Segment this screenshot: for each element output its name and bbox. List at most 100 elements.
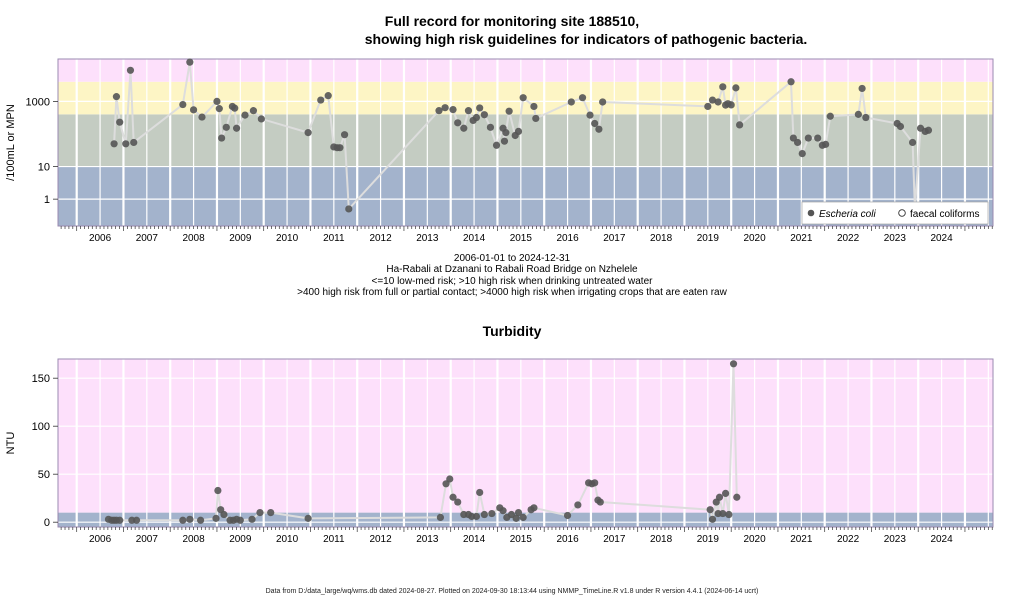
- ecoli-data-point: [218, 134, 226, 142]
- ecoli-ylabel: /100mL or MPN: [5, 104, 17, 181]
- turbidity-data-point: [132, 516, 141, 524]
- turbidity-xtick-label-2020: 2020: [743, 534, 766, 545]
- ecoli-data-point: [189, 106, 198, 114]
- turbidity-xtick-label-2013: 2013: [416, 534, 439, 545]
- turbidity-xtick-label-2009: 2009: [229, 534, 252, 545]
- turbidity-xtick-label-2007: 2007: [136, 534, 159, 545]
- ecoli-data-point: [732, 84, 740, 92]
- legend-faecal-marker: [898, 209, 906, 217]
- turbidity-xtick-label-2021: 2021: [790, 534, 813, 545]
- ecoli-data-point: [486, 123, 495, 131]
- ecoli-data-point: [122, 140, 130, 148]
- ecoli-data-point: [435, 107, 443, 115]
- ecoli-xtick-label-2022: 2022: [837, 233, 860, 244]
- turbidity-xtick-label-2008: 2008: [182, 534, 205, 545]
- turbidity-xtick-label-2010: 2010: [276, 534, 299, 545]
- turbidity-data-point: [512, 514, 520, 522]
- ecoli-xtick-label-2021: 2021: [790, 233, 813, 244]
- turbidity-data-point: [304, 514, 312, 522]
- ecoli-data-point: [708, 96, 717, 104]
- turbidity-data-point: [715, 493, 724, 501]
- ecoli-data-point: [179, 100, 187, 109]
- ecoli-data-point: [249, 107, 258, 115]
- ecoli-data-point: [502, 129, 510, 137]
- turbidity-data-point: [721, 489, 730, 497]
- ecoli-data-point: [822, 140, 830, 148]
- ecoli-data-point: [578, 94, 587, 102]
- ecoli-data-point: [586, 111, 594, 119]
- ecoli-ytick-label-10: 10: [38, 162, 50, 174]
- ecoli-data-point: [595, 125, 603, 133]
- turbidity-data-point: [574, 501, 582, 509]
- ecoli-data-point: [464, 107, 473, 115]
- ecoli-xtick-label-2007: 2007: [136, 233, 159, 244]
- ecoli-data-point: [110, 140, 118, 148]
- ecoli-data-point: [232, 124, 241, 132]
- ecoli-grid: [75, 59, 989, 226]
- turbidity-data-point: [436, 513, 445, 522]
- ecoli-data-point: [324, 92, 332, 100]
- ecoli-data-point: [798, 149, 806, 158]
- ecoli-data-point: [793, 138, 802, 147]
- ecoli-data-point: [736, 121, 744, 129]
- turbidity-data-point: [186, 515, 194, 523]
- turbidity-data-point: [212, 514, 220, 522]
- ecoli-data-point: [567, 98, 575, 106]
- footer-note: Data from D:/data_large/wq/wms.db dated …: [265, 588, 759, 595]
- turbidity-data-point: [196, 516, 205, 524]
- chart-title-line1: Full record for monitoring site 188510,: [384, 13, 640, 29]
- turbidity-data-point: [519, 513, 527, 522]
- ecoli-data-point: [854, 110, 862, 118]
- ecoli-band-1: [58, 114, 993, 167]
- ecoli-xtick-label-2006: 2006: [89, 233, 112, 244]
- ecoli-data-point: [727, 101, 735, 109]
- ecoli-data-point: [112, 93, 121, 101]
- ecoli-data-point: [476, 104, 484, 112]
- turbidity-xtick-label-2012: 2012: [369, 534, 392, 545]
- ecoli-data-point: [505, 107, 513, 115]
- ecoli-data-point: [704, 102, 712, 111]
- turbidity-ytick-label-50: 50: [38, 469, 50, 481]
- ecoli-xticks: [60, 226, 993, 231]
- turbidity-title: Turbidity: [482, 323, 542, 339]
- legend-ecoli-marker: [807, 209, 815, 217]
- ecoli-xtick-label-2011: 2011: [323, 233, 345, 244]
- ecoli-xtick-label-2012: 2012: [369, 233, 392, 244]
- turbidity-ytick-label-150: 150: [32, 373, 50, 385]
- site-name: Ha-Rabali at Dzanani to Rabali Road Brid…: [386, 264, 638, 275]
- ecoli-xtick-label-2015: 2015: [510, 233, 533, 244]
- turbidity-data-point: [514, 508, 523, 517]
- turbidity-data-point: [725, 510, 733, 519]
- ecoli-data-point: [198, 113, 206, 121]
- turbidity-xtick-label-2017: 2017: [603, 534, 626, 545]
- turbidity-data-point: [214, 486, 222, 495]
- ecoli-data-point: [222, 123, 230, 131]
- ecoli-xtick-label-2018: 2018: [650, 233, 673, 244]
- turbidity-xtick-label-2023: 2023: [884, 534, 907, 545]
- turbidity-xtick-label-2014: 2014: [463, 534, 486, 545]
- ecoli-data-point: [215, 105, 223, 113]
- ecoli-data-point: [519, 94, 527, 102]
- ecoli-data-point: [116, 118, 124, 126]
- turbidity-data-point: [706, 506, 714, 514]
- ecoli-data-point: [231, 104, 239, 112]
- ecoli-data-point: [514, 127, 523, 136]
- ecoli-data-point: [599, 98, 607, 106]
- date-range: 2006-01-01 to 2024-12-31: [453, 253, 571, 264]
- ecoli-data-point: [460, 124, 468, 132]
- guideline-line1: <=10 low-med risk; >10 high risk when dr…: [371, 276, 653, 287]
- ecoli-xtick-label-2016: 2016: [556, 233, 579, 244]
- ecoli-data-point: [126, 66, 135, 74]
- ecoli-data-point: [826, 112, 834, 120]
- ecoli-frame: [57, 58, 994, 227]
- chart-title-line2: showing high risk guidelines for indicat…: [364, 31, 808, 47]
- turbidity-xtick-label-2024: 2024: [930, 534, 953, 545]
- ecoli-data-point: [591, 119, 599, 128]
- ecoli-data-point: [449, 106, 457, 114]
- turbidity-data-point: [563, 511, 572, 520]
- ecoli-xtick-label-2020: 2020: [743, 233, 766, 244]
- ecoli-xtick-label-2008: 2008: [182, 233, 205, 244]
- turbidity-data-point: [472, 512, 481, 521]
- ecoli-data-point: [213, 97, 221, 105]
- turbidity-data-point: [179, 516, 187, 524]
